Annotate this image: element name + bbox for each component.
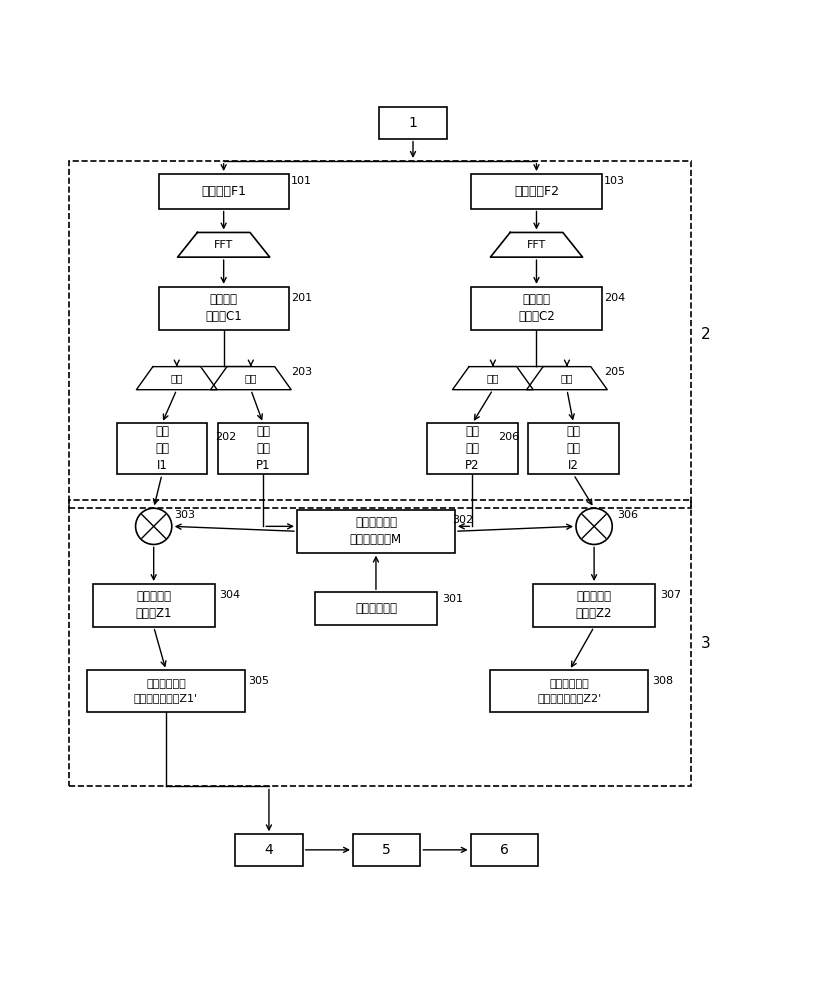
Text: 307: 307 [660, 590, 681, 600]
Text: 308: 308 [652, 676, 673, 686]
Text: FFT: FFT [527, 240, 546, 250]
Bar [69, 500, 691, 786]
Text: 101: 101 [291, 176, 312, 186]
Text: 光线追迹生成
约束区域掩膜M: 光线追迹生成 约束区域掩膜M [350, 516, 402, 546]
Polygon shape [491, 232, 582, 257]
FancyBboxPatch shape [235, 834, 302, 866]
FancyBboxPatch shape [297, 510, 455, 553]
Text: 5: 5 [382, 843, 391, 857]
FancyBboxPatch shape [472, 174, 601, 209]
Text: 1: 1 [409, 116, 417, 130]
Text: 202: 202 [216, 432, 237, 442]
Text: 206: 206 [499, 432, 520, 442]
FancyBboxPatch shape [93, 584, 215, 627]
Text: 203: 203 [291, 367, 312, 377]
FancyBboxPatch shape [379, 107, 447, 139]
Text: 306: 306 [617, 510, 638, 520]
Text: 301: 301 [442, 594, 463, 604]
FancyBboxPatch shape [159, 287, 289, 330]
Bar [69, 161, 691, 508]
FancyBboxPatch shape [353, 834, 420, 866]
Text: 幅角: 幅角 [487, 373, 499, 383]
FancyBboxPatch shape [87, 670, 245, 712]
FancyBboxPatch shape [529, 423, 619, 474]
Text: 干涉光谱F1: 干涉光谱F1 [202, 185, 246, 198]
Text: 103: 103 [604, 176, 625, 186]
Polygon shape [527, 367, 607, 390]
FancyBboxPatch shape [159, 174, 289, 209]
Text: 强度
信号
I1: 强度 信号 I1 [155, 425, 169, 472]
Text: 相位
信号
P2: 相位 信号 P2 [465, 425, 480, 472]
Text: 6: 6 [500, 843, 509, 857]
FancyBboxPatch shape [116, 423, 207, 474]
Text: 幅角: 幅角 [244, 373, 257, 383]
Text: 4: 4 [264, 843, 273, 857]
FancyBboxPatch shape [534, 584, 655, 627]
FancyBboxPatch shape [315, 592, 437, 625]
Text: 提取表面像
素位置Z2: 提取表面像 素位置Z2 [576, 590, 612, 620]
Polygon shape [136, 367, 217, 390]
Text: 303: 303 [174, 510, 195, 520]
Text: 302: 302 [453, 515, 473, 525]
Text: 201: 201 [291, 293, 312, 303]
Text: 305: 305 [249, 676, 269, 686]
Text: 205: 205 [604, 367, 625, 377]
Polygon shape [211, 367, 291, 390]
Text: 镜头设计文稿: 镜头设计文稿 [355, 602, 397, 615]
Text: 强度
信号
I2: 强度 信号 I2 [567, 425, 581, 472]
Text: 3: 3 [701, 636, 711, 651]
Text: FFT: FFT [214, 240, 233, 250]
Text: 相位
信号
P1: 相位 信号 P1 [256, 425, 270, 472]
Text: 深度域复
数信号C1: 深度域复 数信号C1 [206, 293, 242, 323]
Text: 204: 204 [604, 293, 625, 303]
FancyBboxPatch shape [472, 287, 601, 330]
Text: 离散谱校正得
表面亚像素位置Z1': 离散谱校正得 表面亚像素位置Z1' [134, 679, 198, 703]
Polygon shape [453, 367, 534, 390]
Text: 304: 304 [220, 590, 240, 600]
Text: 提取表面像
素位置Z1: 提取表面像 素位置Z1 [135, 590, 172, 620]
Text: 深度域复
数信号C2: 深度域复 数信号C2 [518, 293, 555, 323]
FancyBboxPatch shape [471, 834, 538, 866]
Text: 2: 2 [701, 327, 710, 342]
Text: 干涉光谱F2: 干涉光谱F2 [514, 185, 559, 198]
FancyBboxPatch shape [427, 423, 518, 474]
Polygon shape [178, 232, 270, 257]
Text: 离散谱校正得
表面亚像素位置Z2': 离散谱校正得 表面亚像素位置Z2' [537, 679, 601, 703]
Text: 幅值: 幅值 [561, 373, 573, 383]
Text: 幅值: 幅值 [170, 373, 183, 383]
FancyBboxPatch shape [491, 670, 648, 712]
FancyBboxPatch shape [218, 423, 308, 474]
